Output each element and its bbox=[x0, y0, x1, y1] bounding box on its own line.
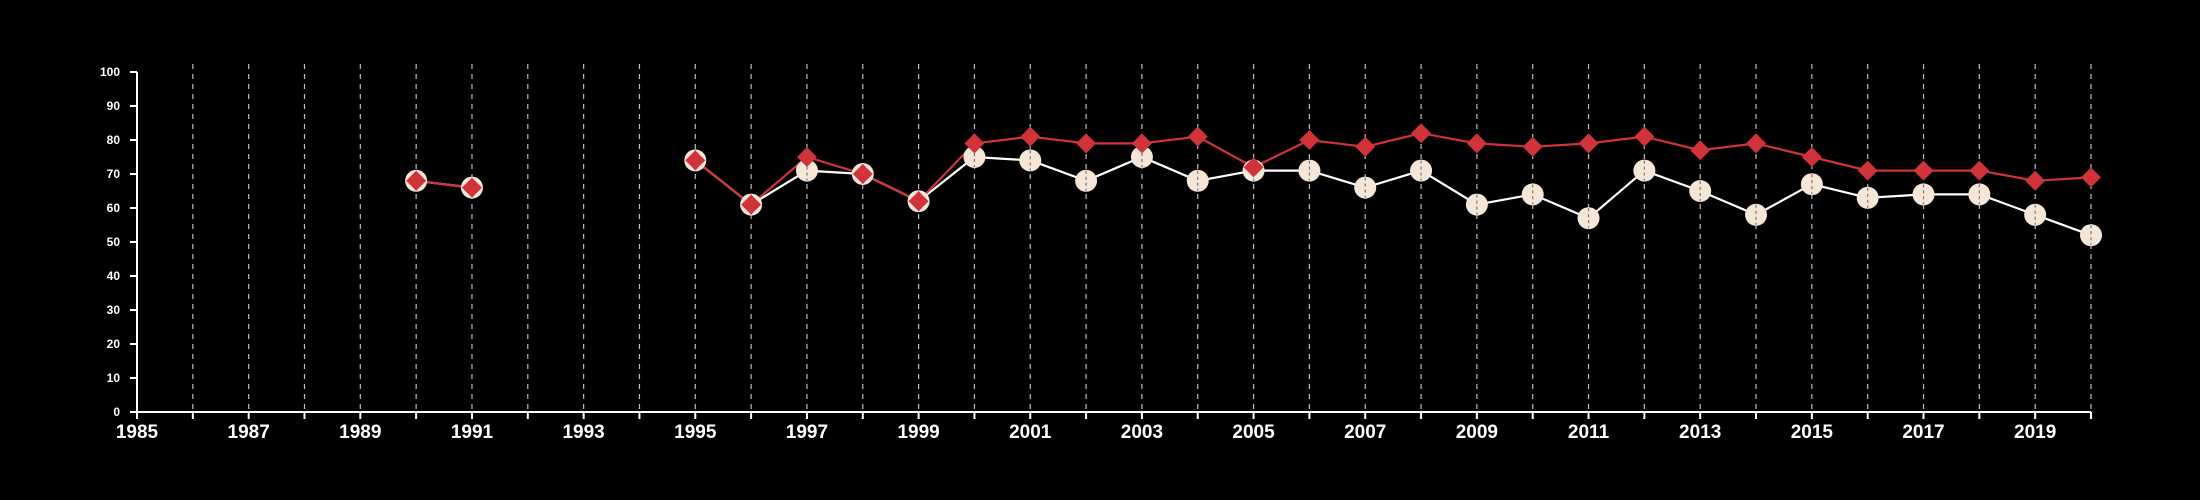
x-tick-label: 2001 bbox=[1009, 422, 1052, 443]
x-tick-label: 2009 bbox=[1456, 422, 1498, 443]
series-1-point-2020 bbox=[2081, 167, 2101, 188]
series-1-point-2016 bbox=[1857, 160, 1878, 181]
series-1-point-1998 bbox=[852, 164, 873, 184]
x-tick-label: 2013 bbox=[1679, 422, 1721, 443]
series-0-point-2019 bbox=[2024, 203, 2047, 226]
series-0-point-2006 bbox=[1298, 159, 1321, 182]
x-tick-label: 2019 bbox=[2014, 422, 2056, 443]
series-1-point-2013 bbox=[1690, 140, 1711, 161]
series-1-point-1996 bbox=[741, 194, 762, 215]
y-tick-label: 60 bbox=[107, 201, 121, 215]
series-0-point-2002 bbox=[1075, 169, 1098, 192]
series-1-point-2005 bbox=[1243, 157, 1264, 178]
series-0-point-2004 bbox=[1186, 169, 1209, 192]
series-0-point-2016 bbox=[1856, 186, 1879, 209]
series-0-point-2007 bbox=[1354, 176, 1377, 199]
series-1-point-1995 bbox=[685, 150, 706, 171]
x-tick-label: 1985 bbox=[116, 422, 159, 443]
series-0-point-2018 bbox=[1968, 183, 1991, 206]
axes: 1985 1987 1989 1991 1993 1995 1997 1999 2001 2003… bbox=[100, 65, 2092, 443]
x-tick-label: 1995 bbox=[674, 422, 717, 443]
series-0-point-2015 bbox=[1800, 173, 1823, 196]
series-0-point-2020 bbox=[2080, 224, 2102, 247]
series-1-point-2006 bbox=[1299, 130, 1320, 150]
x-tick-label: 2007 bbox=[1344, 422, 1386, 443]
series-0-point-2012 bbox=[1633, 159, 1656, 182]
series-0-point-1997 bbox=[795, 159, 818, 182]
y-tick-label: 90 bbox=[107, 99, 121, 113]
x-tick-label: 2005 bbox=[1232, 422, 1275, 443]
x-tick-label: 1999 bbox=[897, 422, 939, 443]
series-0-point-2014 bbox=[1745, 203, 1768, 226]
series-1-point-2007 bbox=[1355, 136, 1376, 157]
series-0-point-2017 bbox=[1912, 183, 1935, 206]
series-1-point-2011 bbox=[1578, 133, 1599, 154]
y-tick-label: 50 bbox=[107, 235, 121, 249]
series-1-point-2017 bbox=[1913, 160, 1934, 181]
series-1-point-2002 bbox=[1076, 133, 1097, 154]
series-1-point-2019 bbox=[2025, 170, 2046, 191]
series-1-point-2009 bbox=[1466, 133, 1487, 154]
series-group bbox=[405, 123, 2102, 247]
series-1-point-2001 bbox=[1020, 126, 1041, 147]
series-1-point-2004 bbox=[1187, 126, 1208, 147]
y-tick-label: 80 bbox=[107, 133, 121, 147]
y-tick-label: 10 bbox=[107, 371, 121, 385]
x-tick-label: 2003 bbox=[1121, 422, 1163, 443]
series-1-point-2015 bbox=[1801, 147, 1822, 167]
series-0-point-2010 bbox=[1521, 183, 1544, 206]
y-tick-label: 70 bbox=[107, 167, 121, 181]
series-0-point-2001 bbox=[1019, 149, 1042, 172]
series-1-point-2008 bbox=[1411, 123, 1432, 144]
series-1-point-2012 bbox=[1634, 126, 1655, 147]
series-0-point-2003 bbox=[1130, 146, 1153, 168]
x-tick-label: 2017 bbox=[1902, 422, 1944, 443]
y-tick-label: 100 bbox=[100, 65, 120, 79]
y-tick-label: 40 bbox=[107, 269, 121, 283]
series-1-point-2000 bbox=[964, 133, 985, 154]
x-tick-label: 1993 bbox=[562, 422, 604, 443]
series-0-point-2008 bbox=[1410, 159, 1433, 182]
x-tick-label: 2011 bbox=[1568, 422, 1610, 443]
series-1-point-1991 bbox=[461, 177, 482, 198]
series-0-point-2011 bbox=[1577, 207, 1600, 230]
x-tick-label: 1991 bbox=[451, 422, 494, 443]
series-1-point-1999 bbox=[908, 191, 929, 212]
series-0-point-2013 bbox=[1689, 180, 1712, 202]
x-tick-label: 1989 bbox=[339, 422, 381, 443]
series-1-point-2014 bbox=[1746, 133, 1767, 154]
x-tick-label: 1997 bbox=[786, 422, 828, 443]
x-tick-label: 1987 bbox=[228, 422, 270, 443]
x-tick-label: 2015 bbox=[1791, 422, 1834, 443]
y-tick-label: 20 bbox=[107, 337, 121, 351]
y-tick-label: 30 bbox=[107, 303, 121, 317]
series-1-line-segment-1 bbox=[694, 132, 2092, 207]
series-1-point-1997 bbox=[796, 147, 817, 167]
series-0-point-2009 bbox=[1465, 193, 1488, 216]
y-tick-label: 0 bbox=[113, 405, 120, 419]
series-1-point-1990 bbox=[406, 170, 427, 191]
series-0-point-2000 bbox=[963, 146, 986, 168]
series-1-point-2010 bbox=[1522, 136, 1543, 157]
series-1-point-2018 bbox=[1969, 160, 1990, 181]
series-1-point-2003 bbox=[1131, 133, 1152, 154]
